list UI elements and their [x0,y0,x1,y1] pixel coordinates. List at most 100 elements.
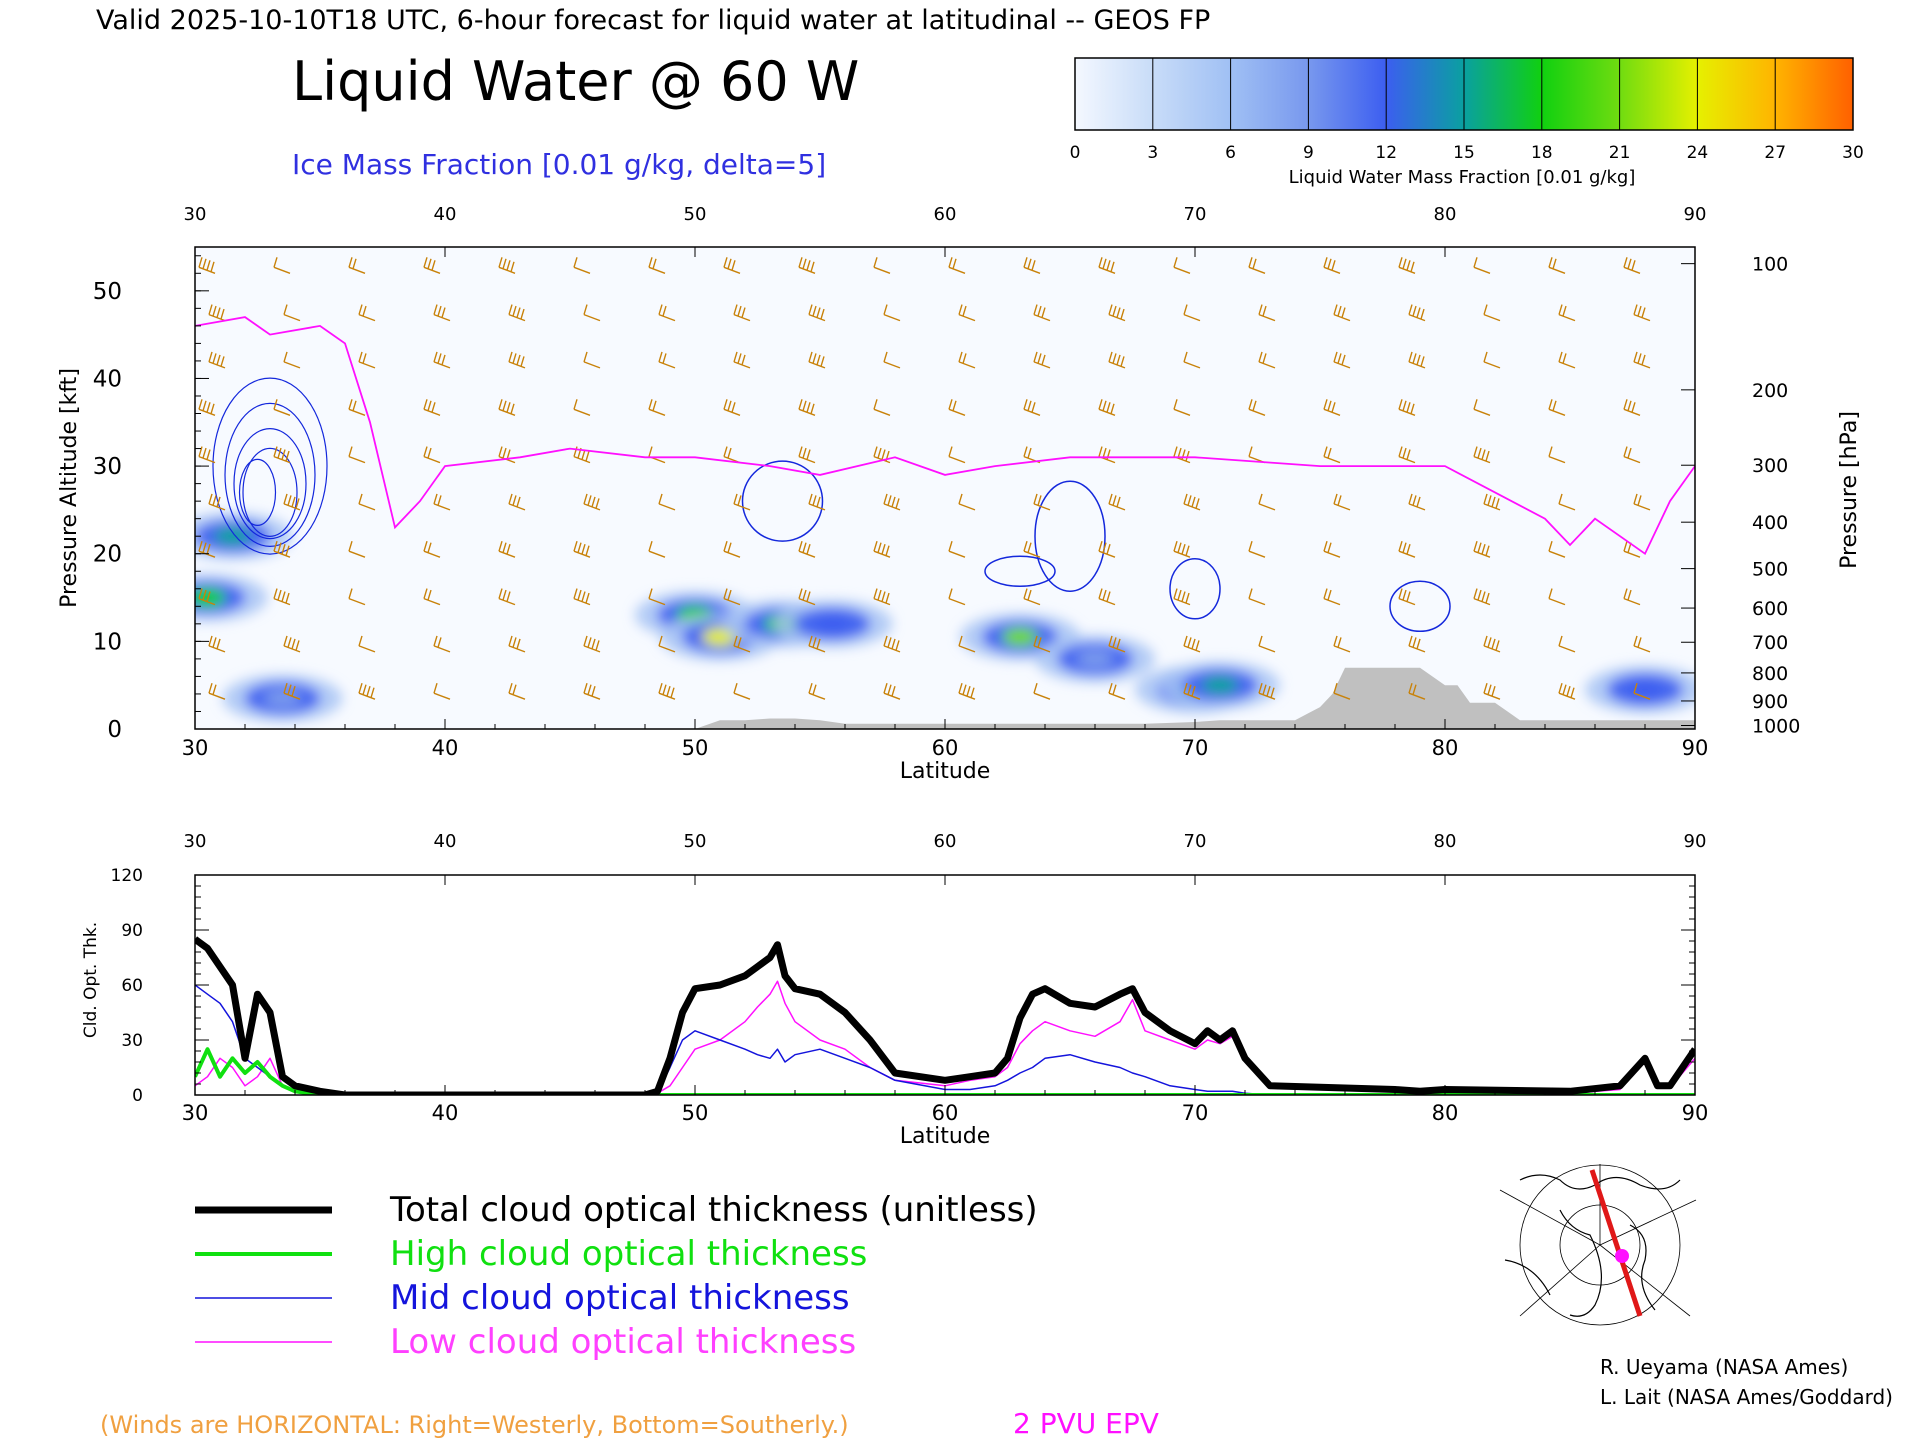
barb-feather [808,635,813,647]
barb-feather [1177,542,1182,553]
barb-feather [437,305,442,317]
barb-feather [1398,588,1403,599]
barb-feather [583,682,588,694]
barb-feather [666,685,671,697]
barb-feather [273,399,278,410]
barb-feather [727,400,732,412]
barb-feather [891,496,896,508]
barb-feather [1491,685,1496,697]
barb-feather [1406,543,1411,555]
barb-feather [887,495,892,506]
wind-barb [1023,399,1041,416]
x-tick-label: 40 [432,736,459,760]
barb-feather [1623,540,1628,552]
barb-shaft [958,313,976,322]
barb-feather [723,399,728,410]
barb-feather [958,493,963,505]
barb-feather [887,684,892,695]
wind-barb [1408,493,1426,511]
barb-feather [1333,493,1338,505]
barb-feather [283,493,288,505]
barb-feather [816,638,821,650]
barb-feather [1477,447,1482,459]
wind-barb [358,682,376,700]
pressure-tick-label: 800 [1752,663,1788,685]
barb-feather [595,640,600,651]
barb-feather [1331,402,1336,413]
wind-barb [1183,635,1201,653]
barb-feather [423,540,428,552]
barb-feather [208,682,213,694]
barb-feather [1558,635,1563,647]
barb-feather [1098,446,1103,457]
wind-barb [1323,257,1341,274]
barb-feather [802,542,807,553]
low-x-tick-label-top: 30 [184,831,207,852]
ice-contour-ring [238,458,277,526]
x-tick-label-top: 70 [1184,204,1207,225]
barb-feather [1037,495,1042,506]
barb-feather [1631,260,1636,271]
wind-barb [1183,682,1201,700]
barb-shaft [583,361,601,369]
wind-barb [1623,399,1641,416]
barb-feather [802,447,807,459]
barb-feather [581,591,586,602]
barb-feather [352,400,357,412]
barb-feather [348,446,353,457]
barb-feather [820,356,825,367]
barb-feather [658,682,663,694]
barb-feather [1402,447,1407,459]
barb-feather [1266,685,1271,697]
barb-feather [1173,588,1178,599]
wind-barb [648,588,666,606]
inset-location-map [1498,1164,1697,1326]
barb-feather [737,495,742,506]
wind-barb [583,682,601,700]
barb-feather [883,351,888,363]
barb-feather [1108,493,1113,505]
barb-feather [1331,260,1336,271]
barb-feather [1483,635,1488,647]
barb-feather [291,496,296,508]
barb-feather [1023,588,1028,599]
barb-shaft [573,266,591,274]
barb-feather [958,351,963,363]
wind-barb [423,540,441,558]
wind-barb [658,635,676,653]
wind-barb [723,540,741,558]
wind-barb [1398,446,1416,464]
wind-barb [573,588,591,606]
barb-shaft [958,645,976,653]
wind-barb [433,635,451,653]
barb-shaft [1258,361,1276,369]
barb-feather [727,542,732,553]
pressure-tick-label: 400 [1752,512,1788,534]
barb-feather [277,447,282,459]
barb-shaft [658,313,676,322]
barb-feather [1248,446,1253,457]
barb-feather [1483,493,1488,505]
barb-feather [427,400,432,412]
wind-barb [808,304,826,322]
barb-feather [433,493,438,505]
wind-barb [358,304,376,322]
barb-feather [1258,351,1263,363]
barb-feather [806,449,811,460]
barb-feather [502,400,507,412]
barb-shaft [1548,408,1566,416]
barb-feather [723,257,728,268]
barb-feather [1633,493,1638,505]
barb-feather [1623,446,1628,457]
wind-barb [283,304,301,322]
wind-barb [948,540,966,558]
pressure-tick-label: 100 [1752,254,1788,276]
barb-shaft [573,408,591,416]
barb-feather [1406,402,1411,413]
barb-feather [591,638,596,650]
barb-feather [1183,304,1188,315]
wind-barb [1633,635,1651,653]
wind-barb [1623,588,1641,606]
barb-feather [962,353,967,364]
barb-feather [1570,687,1575,698]
